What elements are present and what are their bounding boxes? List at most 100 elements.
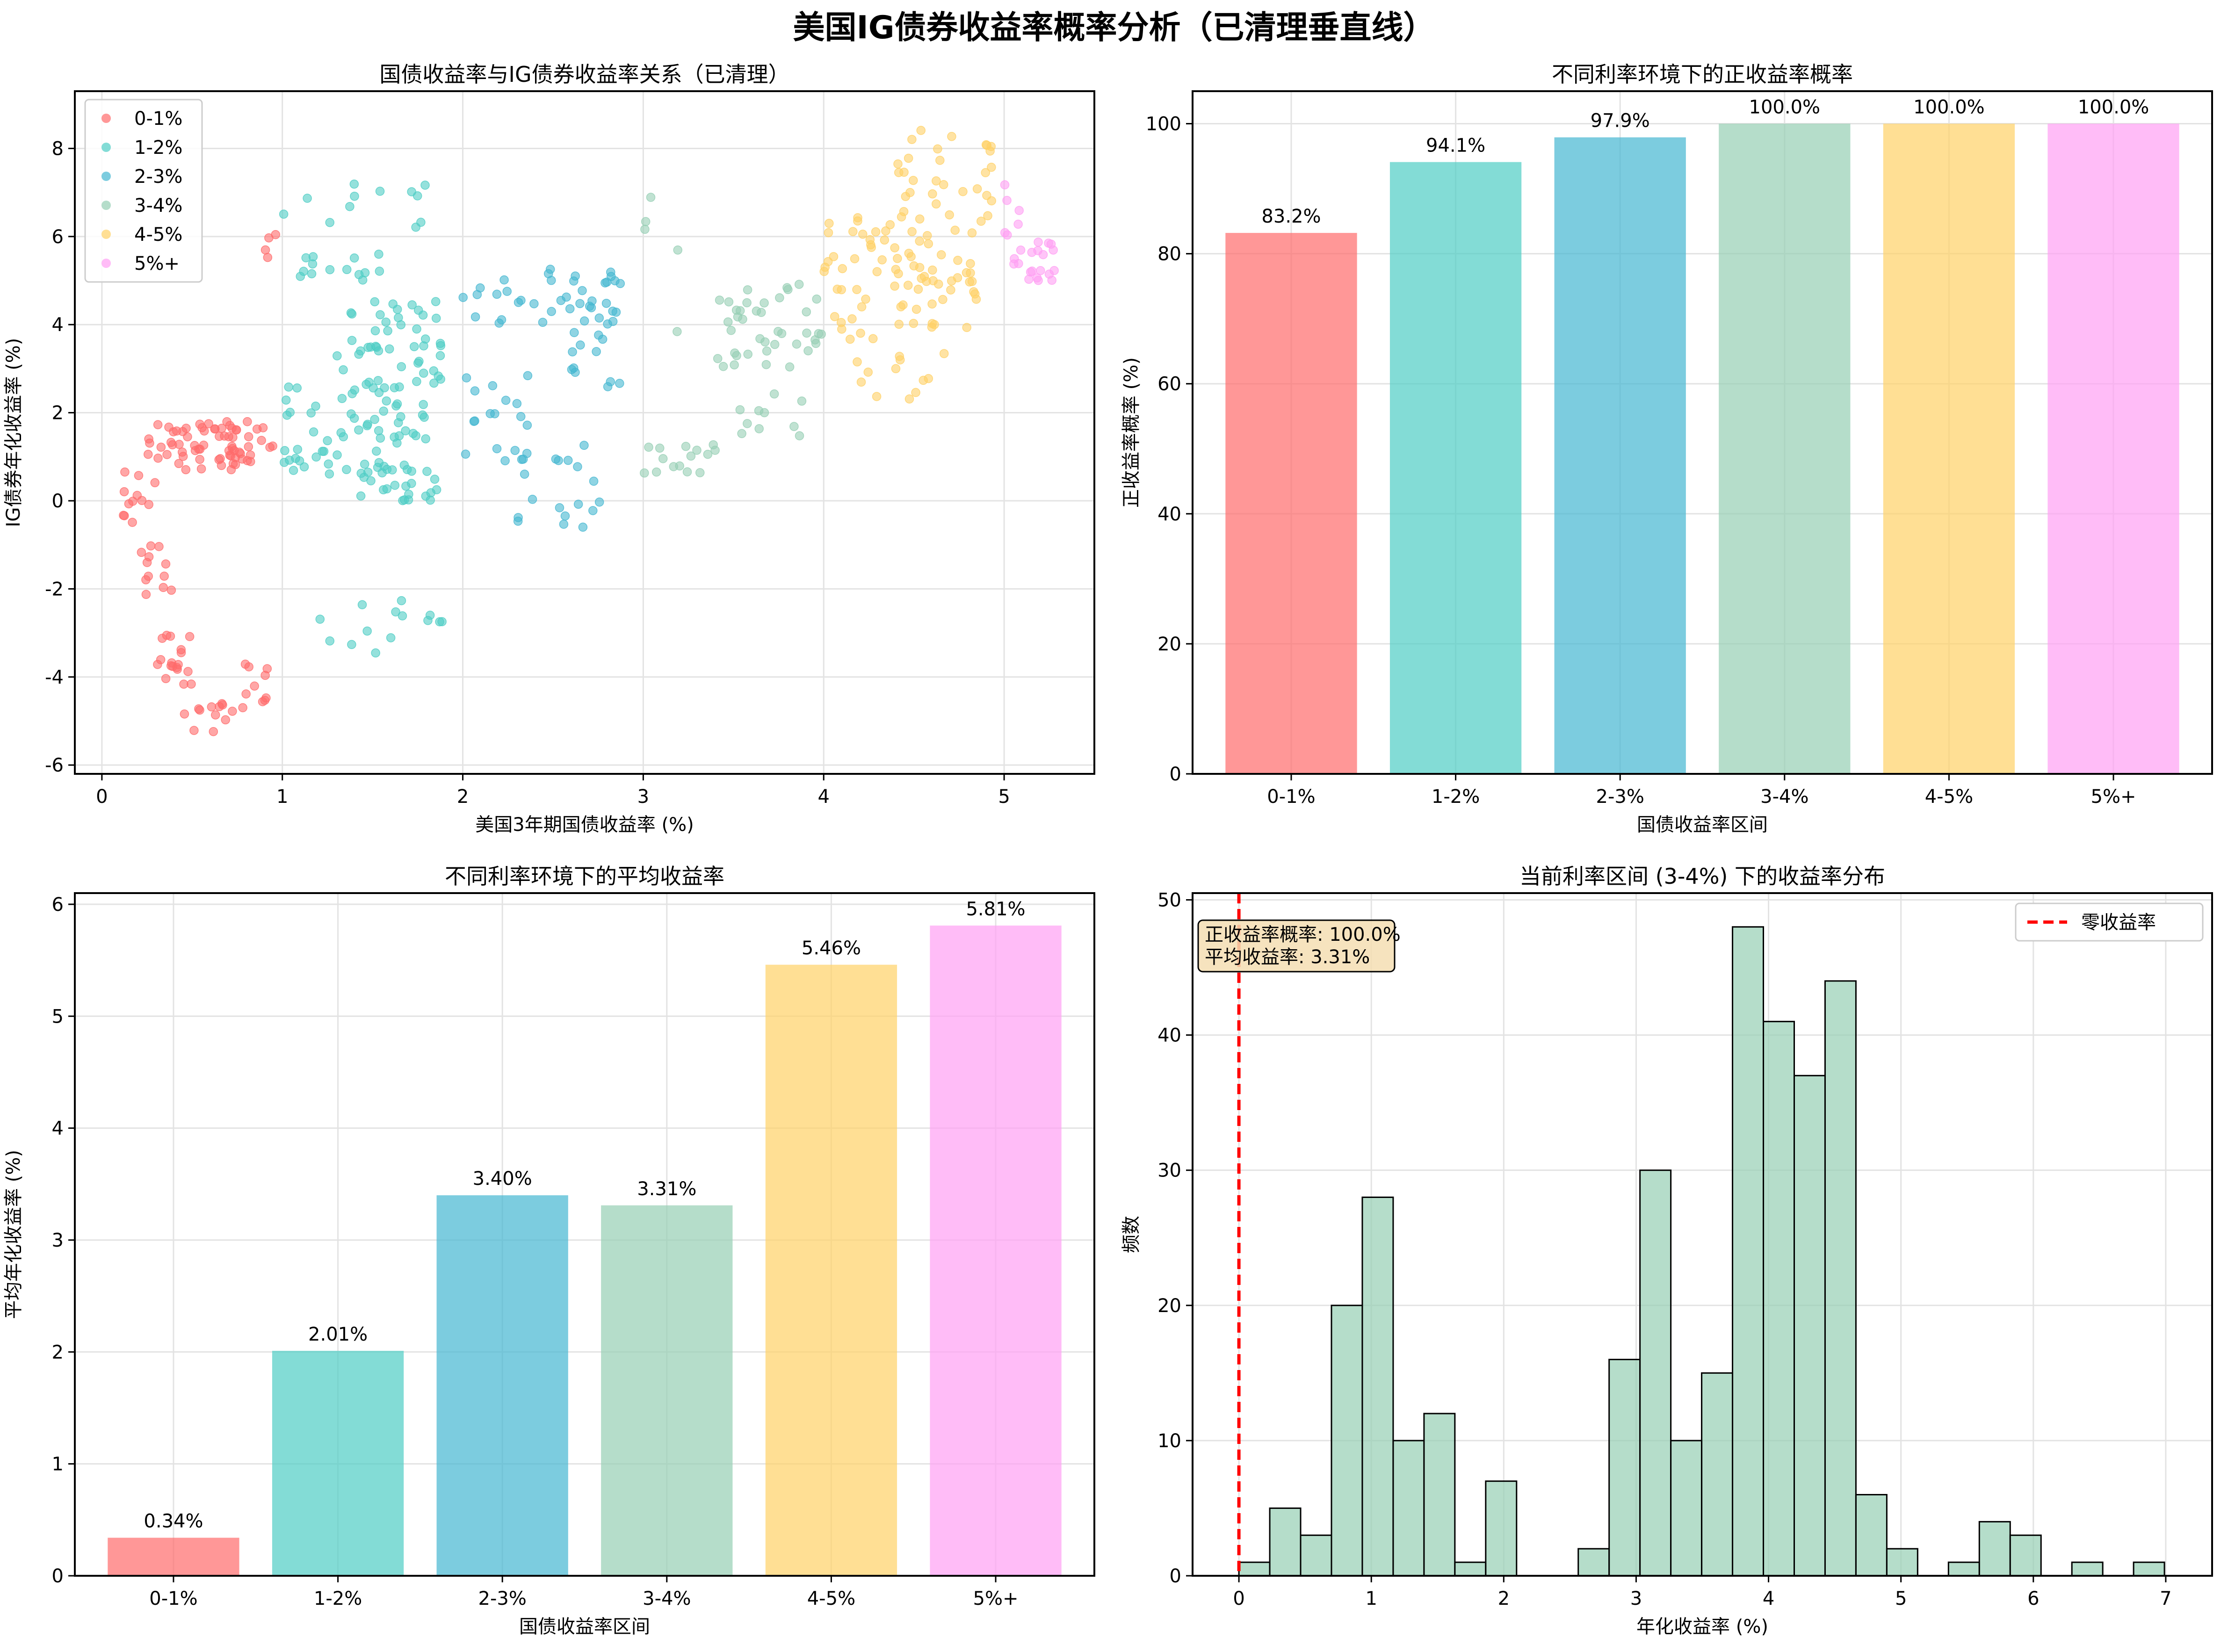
- scatter-point: [538, 317, 548, 327]
- scatter-point: [852, 285, 861, 294]
- scatter-point: [863, 368, 873, 377]
- x-tick-label: 5%+: [2091, 786, 2136, 808]
- y-tick-label: 4: [52, 314, 64, 336]
- scatter-point: [225, 421, 235, 430]
- scatter-point: [421, 491, 431, 501]
- scatter-point: [971, 295, 981, 304]
- scatter-point: [987, 196, 996, 206]
- scatter-point: [238, 703, 247, 713]
- scatter-point: [881, 226, 890, 236]
- scatter-point: [318, 447, 327, 456]
- scatter-point: [915, 236, 924, 246]
- scatter-point: [904, 394, 914, 404]
- scatter-point: [607, 272, 616, 281]
- scatter-point: [510, 446, 520, 455]
- scatter-point: [372, 343, 381, 352]
- scatter-point: [394, 313, 403, 323]
- scatter-point: [737, 429, 746, 439]
- scatter-point: [134, 471, 144, 480]
- scatter-point: [299, 462, 309, 472]
- scatter-point: [522, 420, 532, 430]
- histogram-bar: [1300, 1534, 1332, 1577]
- scatter-point: [927, 299, 937, 309]
- scatter-point: [1014, 206, 1024, 215]
- scatter-point: [376, 433, 385, 443]
- scatter-point: [673, 245, 683, 255]
- scatter-point: [587, 296, 597, 306]
- scatter-point: [370, 297, 380, 307]
- scatter-point: [422, 467, 432, 476]
- panel-title: 不同利率环境下的平均收益率: [445, 864, 724, 889]
- scatter-point: [262, 664, 272, 673]
- bar-value-label: 100.0%: [1913, 97, 1985, 118]
- scatter-point: [928, 189, 937, 199]
- x-tick-label: 1-2%: [1432, 786, 1480, 808]
- histogram-bar: [2071, 1561, 2104, 1577]
- scatter-point: [141, 590, 151, 599]
- histogram-bar: [2009, 1534, 2042, 1577]
- y-tick-label: 50: [1157, 889, 1181, 911]
- scatter-point: [709, 440, 718, 449]
- y-tick-label: -2: [45, 578, 64, 600]
- y-tick-label: 10: [1157, 1430, 1181, 1452]
- scatter-point: [311, 452, 321, 462]
- scatter-point: [848, 227, 858, 237]
- scatter-point: [279, 209, 289, 219]
- x-tick-label: 3-4%: [1760, 786, 1808, 808]
- scatter-point: [258, 423, 268, 433]
- scatter-point: [1016, 245, 1026, 255]
- x-tick-label: 1: [276, 786, 288, 808]
- scatter-point: [224, 432, 233, 441]
- scatter-point: [159, 583, 168, 592]
- scatter-point: [250, 681, 259, 691]
- scatter-point: [144, 434, 153, 444]
- scatter-point: [924, 239, 933, 249]
- x-tick-label: 2: [457, 786, 469, 808]
- scatter-point: [516, 296, 526, 305]
- scatter-point: [195, 419, 205, 429]
- scatter-point: [523, 371, 533, 381]
- scatter-point: [476, 283, 485, 293]
- scatter-point: [811, 339, 821, 348]
- y-tick-label: 40: [1157, 504, 1181, 525]
- scatter-point: [899, 207, 909, 216]
- scatter-point: [420, 334, 430, 344]
- legend-label: 零收益率: [2081, 912, 2156, 933]
- scatter-point: [377, 468, 387, 477]
- scatter-point: [416, 217, 426, 227]
- x-tick-label: 2-3%: [1596, 786, 1644, 808]
- scatter-point: [743, 285, 752, 295]
- panel-title: 当前利率区间 (3-4%) 下的收益率分布: [1519, 864, 1885, 889]
- scatter-point: [547, 307, 556, 316]
- scatter-point: [144, 500, 153, 509]
- y-tick-label: 0: [52, 1565, 64, 1587]
- scatter-point: [325, 265, 335, 274]
- scatter-point: [832, 284, 842, 294]
- scatter-point: [858, 230, 868, 239]
- scatter-point: [569, 363, 579, 373]
- scatter-point: [376, 310, 385, 319]
- histogram-bar: [1485, 1480, 1518, 1577]
- bar: [1883, 123, 2015, 774]
- scatter-point: [928, 265, 937, 275]
- scatter-point: [686, 451, 696, 461]
- scatter-point: [244, 432, 253, 441]
- scatter-point: [682, 467, 692, 476]
- scatter-point: [128, 518, 137, 527]
- scatter-point: [194, 444, 203, 454]
- scatter-point: [246, 450, 255, 460]
- bar-value-label: 5.46%: [802, 938, 861, 959]
- scatter-point: [215, 432, 224, 441]
- scatter-point: [420, 412, 429, 422]
- scatter-point: [124, 499, 134, 509]
- histogram-bar: [1577, 1548, 1610, 1577]
- y-tick-label: -4: [45, 667, 64, 688]
- y-tick-label: 6: [52, 894, 64, 916]
- scatter-point: [735, 306, 745, 316]
- scatter-point: [375, 267, 384, 276]
- scatter-point: [824, 228, 833, 238]
- scatter-point: [945, 210, 954, 220]
- y-axis-label: 频数: [1121, 1216, 1142, 1253]
- scatter-point: [211, 710, 220, 720]
- y-tick-label: 40: [1157, 1025, 1181, 1046]
